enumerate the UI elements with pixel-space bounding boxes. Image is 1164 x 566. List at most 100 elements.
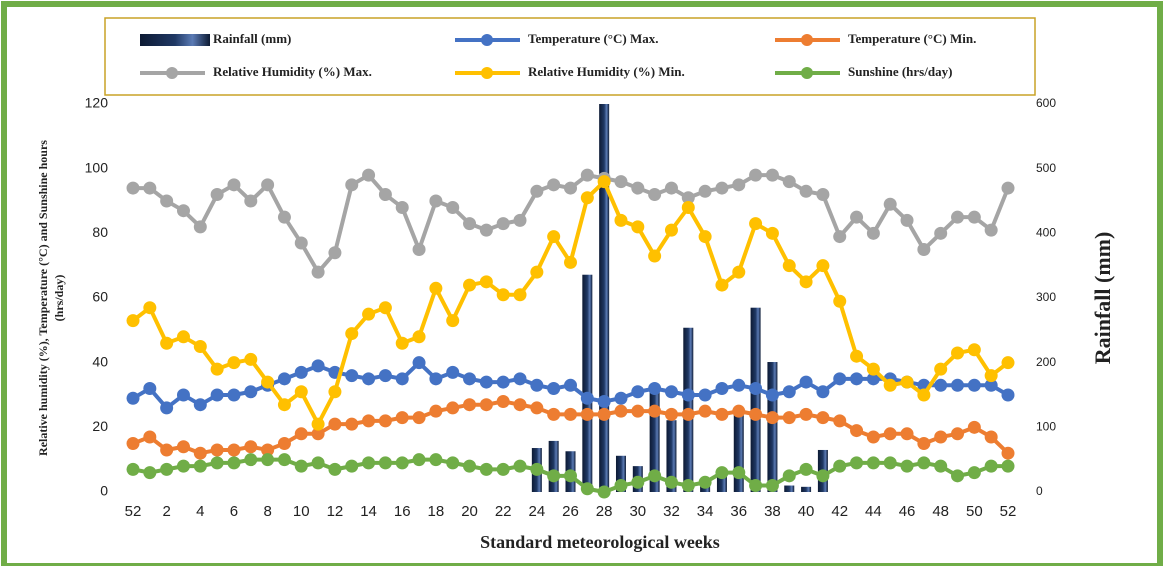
- y2-tick-label: 600: [1036, 96, 1056, 110]
- point: [698, 475, 712, 489]
- x-tick-label: 12: [327, 503, 344, 520]
- point: [412, 243, 426, 256]
- point: [277, 398, 291, 412]
- point: [900, 459, 914, 473]
- point: [244, 440, 258, 454]
- point: [681, 388, 695, 402]
- point: [866, 362, 880, 376]
- point: [984, 369, 998, 383]
- point: [850, 456, 864, 470]
- y2-tick-label: 300: [1036, 290, 1056, 304]
- x-tick-label: 46: [899, 503, 916, 520]
- y-tick-label: 0: [100, 483, 108, 499]
- point: [967, 378, 981, 392]
- point: [799, 407, 813, 421]
- point: [850, 349, 864, 363]
- point: [782, 469, 796, 483]
- y-tick-label: 40: [92, 353, 108, 369]
- point: [244, 194, 258, 208]
- legend-label: Relative Humidity (%) Min.: [528, 64, 685, 79]
- point: [378, 456, 392, 470]
- point: [547, 469, 561, 483]
- point: [530, 184, 544, 198]
- point: [463, 372, 477, 386]
- point: [698, 184, 712, 198]
- x-tick-label: 38: [764, 503, 781, 520]
- point: [446, 401, 460, 415]
- point: [917, 243, 931, 256]
- point: [530, 265, 544, 279]
- point: [429, 404, 443, 418]
- point: [496, 288, 510, 302]
- point: [193, 398, 207, 412]
- point: [816, 469, 830, 483]
- point: [479, 275, 493, 289]
- point: [984, 459, 998, 473]
- y2-tick-label: 200: [1036, 355, 1056, 369]
- point: [345, 178, 359, 192]
- point: [345, 459, 359, 473]
- point: [547, 407, 561, 421]
- point: [210, 388, 224, 402]
- x-tick-label: 8: [263, 503, 271, 520]
- point: [765, 226, 779, 240]
- point: [951, 346, 965, 360]
- point: [648, 249, 662, 263]
- x-tick-label: 14: [360, 503, 377, 520]
- point: [479, 375, 493, 389]
- x-tick-label: 2: [162, 503, 170, 520]
- point: [715, 407, 729, 421]
- point: [176, 330, 190, 344]
- point: [463, 459, 477, 473]
- point: [782, 175, 796, 189]
- x-tick-label: 28: [596, 503, 613, 520]
- point: [176, 459, 190, 473]
- point: [479, 223, 493, 237]
- x-axis-title: Standard meteorological weeks: [480, 532, 720, 552]
- point: [681, 200, 695, 214]
- point: [816, 411, 830, 425]
- point: [530, 401, 544, 415]
- point: [850, 210, 864, 224]
- y2-axis-title: Rainfall (mm): [1090, 232, 1115, 365]
- point: [799, 462, 813, 476]
- point: [395, 411, 409, 425]
- point: [446, 200, 460, 214]
- point: [631, 475, 645, 489]
- point: [715, 278, 729, 292]
- point: [261, 375, 275, 389]
- y-axis-title: (hrs/day): [52, 275, 66, 322]
- point: [294, 459, 308, 473]
- point: [614, 175, 628, 189]
- x-tick-label: 40: [798, 503, 815, 520]
- point: [160, 401, 174, 415]
- point: [143, 382, 157, 396]
- point: [294, 236, 308, 250]
- bar: [784, 485, 795, 492]
- point: [362, 414, 376, 428]
- point: [850, 372, 864, 386]
- point: [631, 385, 645, 399]
- point: [664, 475, 678, 489]
- point: [513, 372, 527, 386]
- point: [631, 404, 645, 418]
- x-tick-label: 42: [831, 503, 848, 520]
- point: [429, 281, 443, 295]
- point: [395, 336, 409, 350]
- point: [580, 482, 594, 496]
- point: [967, 420, 981, 434]
- y-tick-label: 20: [92, 418, 108, 434]
- point: [227, 443, 241, 457]
- point: [984, 378, 998, 392]
- point: [866, 430, 880, 444]
- point: [227, 178, 241, 192]
- point: [833, 230, 847, 244]
- point: [210, 456, 224, 470]
- point: [463, 278, 477, 292]
- point: [698, 388, 712, 402]
- point: [782, 411, 796, 425]
- y-tick-label: 100: [85, 159, 109, 175]
- bar: [750, 307, 761, 492]
- bar: [666, 420, 677, 492]
